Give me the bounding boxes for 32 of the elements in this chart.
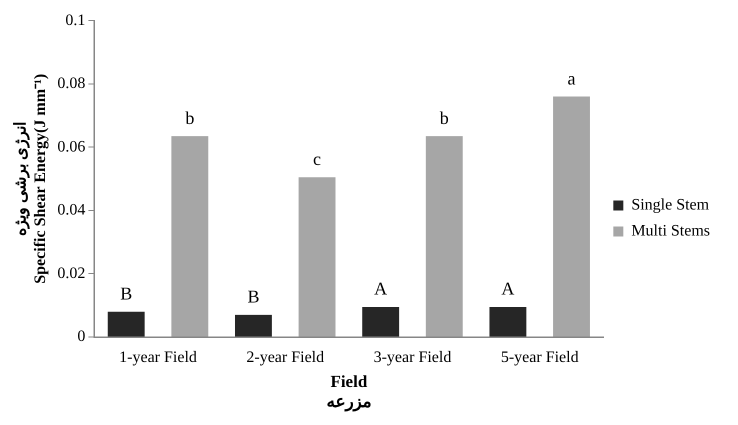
text: Specific Shear Energy(J mm⁻¹)	[32, 74, 49, 284]
x-tick-label: 2-year Field	[246, 348, 324, 366]
text: انرژی برشی ویژه	[12, 122, 30, 236]
legend-label: Single Stem	[631, 196, 710, 214]
annotation: A	[501, 278, 514, 299]
y-tick-label: 0.02	[57, 264, 86, 282]
bar	[108, 312, 145, 336]
y-tick-label: 0.1	[65, 12, 86, 29]
x-tick-label: 1-year Field	[119, 348, 197, 366]
annotation: b	[440, 108, 449, 128]
bar	[489, 306, 526, 336]
annotation: B	[247, 286, 260, 307]
annotation: B	[120, 283, 132, 304]
y-tick-label: 0	[77, 328, 86, 346]
y-tick-label: 0.08	[57, 75, 86, 92]
y-tick-label: 0.06	[57, 138, 86, 156]
annotation: c	[313, 148, 322, 169]
bar	[234, 314, 272, 336]
bar	[426, 136, 463, 336]
text: Field	[330, 372, 368, 391]
bar	[362, 306, 400, 336]
bar	[171, 136, 208, 336]
text: مزرعه	[326, 392, 372, 412]
y-tick-label: 0.04	[57, 202, 86, 219]
bar	[553, 96, 590, 336]
annotation: A	[374, 278, 388, 299]
annotation: b	[185, 108, 194, 128]
bar	[298, 177, 336, 336]
x-tick-label: 5-year Field	[500, 348, 579, 366]
legend-label: Multi Stems	[631, 222, 710, 240]
x-tick-label: 3-year Field	[374, 348, 452, 366]
annotation: a	[568, 68, 576, 88]
